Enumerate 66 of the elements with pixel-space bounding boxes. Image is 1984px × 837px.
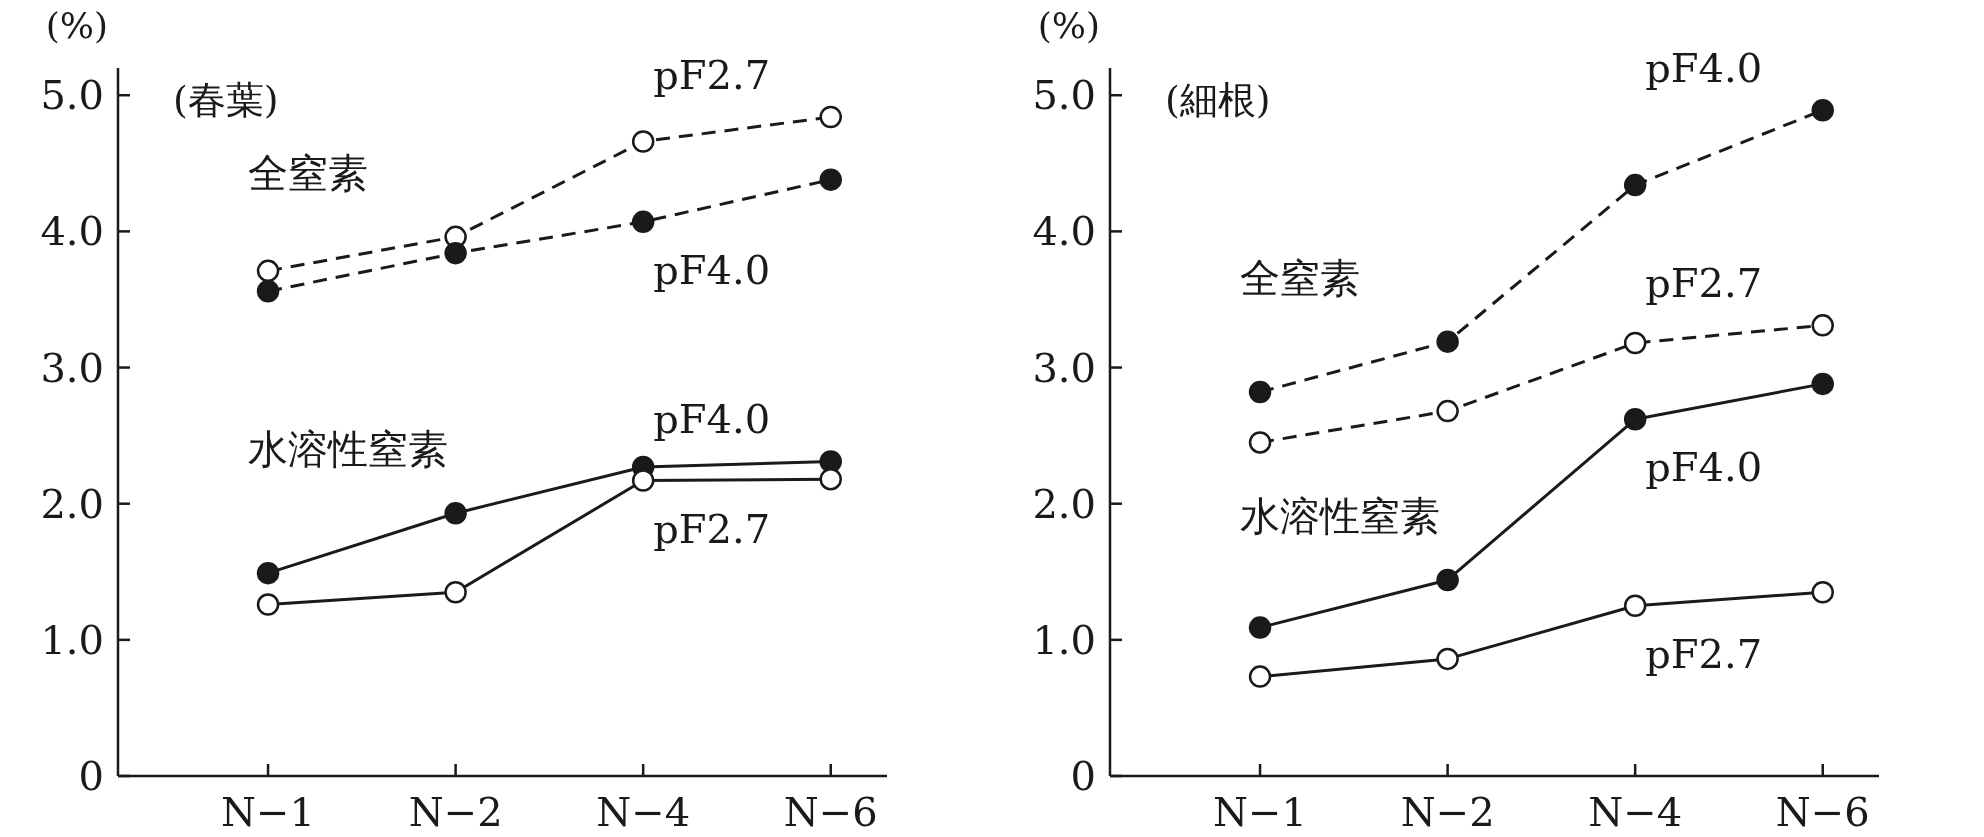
y-axis-title: (%): [45, 5, 108, 46]
series-label: pF2.7: [653, 52, 771, 99]
chart-title: (春葉): [173, 78, 279, 122]
x-tick-label: N−6: [1775, 789, 1870, 835]
point: [819, 105, 842, 129]
annotation: 全窒素: [248, 149, 369, 196]
x-tick-label: N−2: [408, 789, 503, 835]
series-label: pF4.0: [653, 246, 771, 293]
annotation: 水溶性窒素: [1240, 492, 1441, 539]
point: [1436, 330, 1459, 353]
point: [256, 593, 280, 616]
point: [631, 469, 655, 492]
point: [1623, 408, 1647, 431]
point: [444, 241, 467, 265]
point: [819, 168, 842, 191]
point: [1811, 580, 1834, 604]
y-tick-label: 2.0: [1032, 480, 1096, 527]
y-axis-title: (%): [1037, 5, 1100, 46]
series-label: pF4.0: [653, 396, 771, 443]
point: [1436, 568, 1459, 592]
series-label: pF2.7: [1645, 630, 1763, 677]
y-tick-label: 3.0: [1032, 344, 1096, 391]
y-tick-label: 1.0: [40, 616, 104, 663]
point: [1248, 616, 1272, 639]
series-label: pF4.0: [1645, 444, 1763, 491]
point: [444, 501, 467, 525]
x-tick-label: N−1: [221, 789, 316, 835]
point: [819, 467, 842, 491]
point: [444, 580, 467, 604]
point: [1623, 594, 1647, 618]
x-tick-label: N−1: [1213, 789, 1308, 835]
point: [256, 561, 280, 585]
point: [819, 450, 842, 473]
x-tick-label: N−6: [783, 789, 878, 835]
point: [1623, 331, 1647, 355]
point: [256, 280, 280, 303]
y-tick-label: 5.0: [40, 72, 104, 119]
y-tick-label: 4.0: [40, 208, 104, 255]
point: [1248, 431, 1272, 454]
y-tick-label: 4.0: [1032, 208, 1096, 255]
point: [1623, 173, 1647, 197]
series-label: pF4.0: [1645, 45, 1763, 92]
annotation: 水溶性窒素: [248, 426, 449, 473]
annotation: 全窒素: [1240, 254, 1361, 301]
series-label: pF2.7: [653, 505, 771, 552]
y-tick-label: 2.0: [40, 480, 104, 527]
y-tick-label: 0: [1070, 753, 1096, 799]
x-tick-label: N−4: [1588, 789, 1683, 835]
point: [1436, 647, 1459, 671]
y-tick-label: 1.0: [1032, 616, 1096, 663]
point: [256, 259, 280, 283]
x-tick-label: N−4: [596, 789, 691, 835]
chart-title: (細根): [1165, 78, 1271, 122]
point: [1811, 98, 1834, 122]
point: [1436, 399, 1459, 423]
series-label: pF2.7: [1645, 260, 1763, 307]
point: [1248, 380, 1272, 404]
y-tick-label: 3.0: [40, 344, 104, 391]
point: [1248, 665, 1272, 688]
point: [631, 210, 655, 234]
y-tick-label: 5.0: [1032, 72, 1096, 119]
point: [1811, 314, 1834, 337]
y-tick-label: 0: [78, 753, 104, 799]
point: [1811, 372, 1834, 396]
x-tick-label: N−2: [1400, 789, 1495, 835]
point: [631, 130, 655, 153]
